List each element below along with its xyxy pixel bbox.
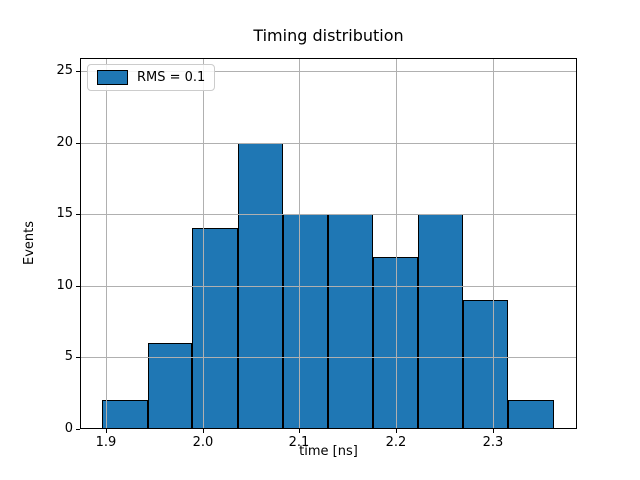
y-tick-label: 5 bbox=[64, 349, 73, 364]
x-tick-mark bbox=[203, 429, 204, 433]
y-gridline bbox=[80, 71, 577, 72]
histogram-bar bbox=[373, 257, 418, 429]
x-gridline bbox=[493, 58, 494, 429]
x-tick-label: 2.1 bbox=[288, 435, 310, 450]
y-tick-mark bbox=[76, 71, 80, 72]
x-tick-label: 2.0 bbox=[192, 435, 214, 450]
y-gridline bbox=[80, 143, 577, 144]
y-tick-mark bbox=[76, 357, 80, 358]
x-tick-mark bbox=[299, 429, 300, 433]
y-tick-label: 10 bbox=[56, 278, 73, 293]
histogram-bar bbox=[328, 214, 373, 429]
y-tick-mark bbox=[76, 429, 80, 430]
chart-title: Timing distribution bbox=[253, 26, 404, 45]
x-gridline bbox=[106, 58, 107, 429]
histogram-bar bbox=[418, 214, 463, 429]
y-gridline bbox=[80, 357, 577, 358]
y-gridline bbox=[80, 286, 577, 287]
plot-area: RMS = 0.1 1.9 2.0 2.1 2.2 2.3 0 5 10 15 20 25 bbox=[56, 58, 577, 450]
histogram-bar bbox=[102, 400, 148, 429]
axes-frame bbox=[80, 58, 577, 429]
y-tick-mark bbox=[76, 214, 80, 215]
y-tick-label: 20 bbox=[56, 135, 73, 150]
histogram-bar bbox=[283, 214, 328, 429]
y-tick-mark bbox=[76, 143, 80, 144]
legend-label: RMS = 0.1 bbox=[137, 70, 206, 85]
x-axis-label: time [ns] bbox=[299, 444, 358, 459]
x-tick-label: 2.2 bbox=[385, 435, 407, 450]
x-gridline bbox=[299, 58, 300, 429]
y-tick-label: 15 bbox=[56, 206, 73, 221]
histogram-bar bbox=[463, 300, 508, 429]
y-tick-label: 25 bbox=[56, 63, 73, 78]
y-axis-label: Events bbox=[22, 220, 37, 266]
x-tick-label: 2.3 bbox=[482, 435, 504, 450]
x-tick-mark bbox=[106, 429, 107, 433]
legend-swatch-icon bbox=[97, 70, 128, 85]
legend: RMS = 0.1 bbox=[87, 64, 216, 91]
x-tick-label: 1.9 bbox=[95, 435, 117, 450]
x-gridline bbox=[203, 58, 204, 429]
y-gridline bbox=[80, 214, 577, 215]
x-tick-mark bbox=[493, 429, 494, 433]
x-tick-mark bbox=[396, 429, 397, 433]
y-tick-mark bbox=[76, 286, 80, 287]
x-gridline bbox=[396, 58, 397, 429]
y-tick-label: 0 bbox=[64, 421, 73, 436]
